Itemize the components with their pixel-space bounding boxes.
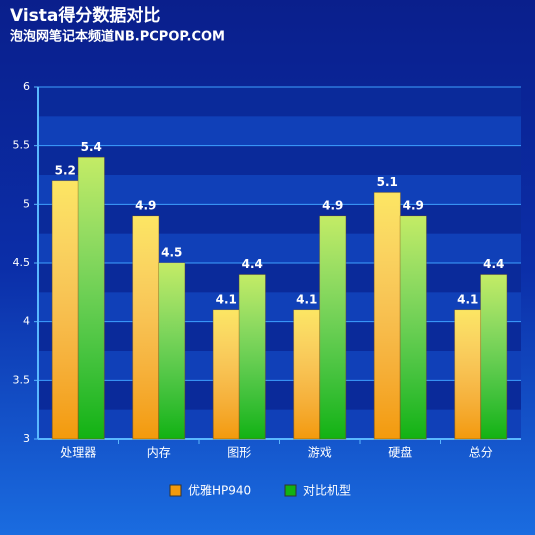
- legend-label: 优雅HP940: [188, 483, 251, 498]
- y-tick-label: 5: [23, 197, 30, 210]
- plot-stripe: [38, 175, 521, 205]
- bar-shine: [158, 263, 185, 439]
- value-label: 4.1: [457, 292, 478, 306]
- x-tick-label: 处理器: [60, 446, 96, 460]
- y-tick-label: 6: [23, 80, 30, 93]
- bar-shine: [293, 309, 320, 439]
- value-label: 4.9: [322, 199, 343, 213]
- legend-swatch: [169, 484, 182, 497]
- chart-subtitle: 泡泡网笔记本频道NB.PCPOP.COM: [10, 29, 225, 45]
- legend-label: 对比机型: [303, 484, 351, 498]
- plot-stripe: [38, 116, 521, 146]
- plot-stripe: [38, 233, 521, 263]
- bar-shine: [52, 180, 79, 439]
- bar-shine: [319, 216, 346, 439]
- value-label: 4.9: [403, 199, 424, 213]
- y-tick-label: 5.5: [13, 139, 31, 152]
- x-tick-label: 硬盘: [388, 445, 412, 460]
- bar-shine: [78, 157, 105, 439]
- y-tick-label: 3.5: [13, 373, 31, 386]
- chart-title: Vista得分数据对比: [10, 5, 160, 26]
- value-label: 5.1: [377, 175, 398, 189]
- y-tick-label: 4: [23, 315, 30, 328]
- plot-stripe: [38, 409, 521, 439]
- bar-shine: [239, 274, 266, 439]
- value-label: 5.4: [81, 140, 102, 154]
- value-label: 4.1: [296, 292, 317, 306]
- x-tick-label: 总分: [469, 446, 493, 460]
- bar-shine: [374, 192, 401, 439]
- value-label: 4.5: [161, 246, 182, 260]
- bar-shine: [454, 309, 481, 439]
- value-label: 4.1: [216, 292, 237, 306]
- bar-shine: [480, 274, 507, 439]
- value-label: 4.4: [483, 257, 504, 271]
- bar-shine: [132, 216, 159, 439]
- x-tick-label: 内存: [147, 446, 171, 460]
- value-label: 5.2: [55, 163, 76, 177]
- plot-stripe: [38, 292, 521, 322]
- x-tick-label: 游戏: [308, 446, 332, 460]
- x-tick-label: 图形: [227, 446, 251, 460]
- bar-shine: [400, 216, 427, 439]
- value-label: 4.9: [135, 199, 156, 213]
- bar-shine: [213, 309, 240, 439]
- legend-swatch: [284, 484, 297, 497]
- plot-stripe: [38, 351, 521, 381]
- y-tick-label: 3: [23, 432, 30, 445]
- y-tick-label: 4.5: [13, 256, 31, 269]
- value-label: 4.4: [242, 257, 263, 271]
